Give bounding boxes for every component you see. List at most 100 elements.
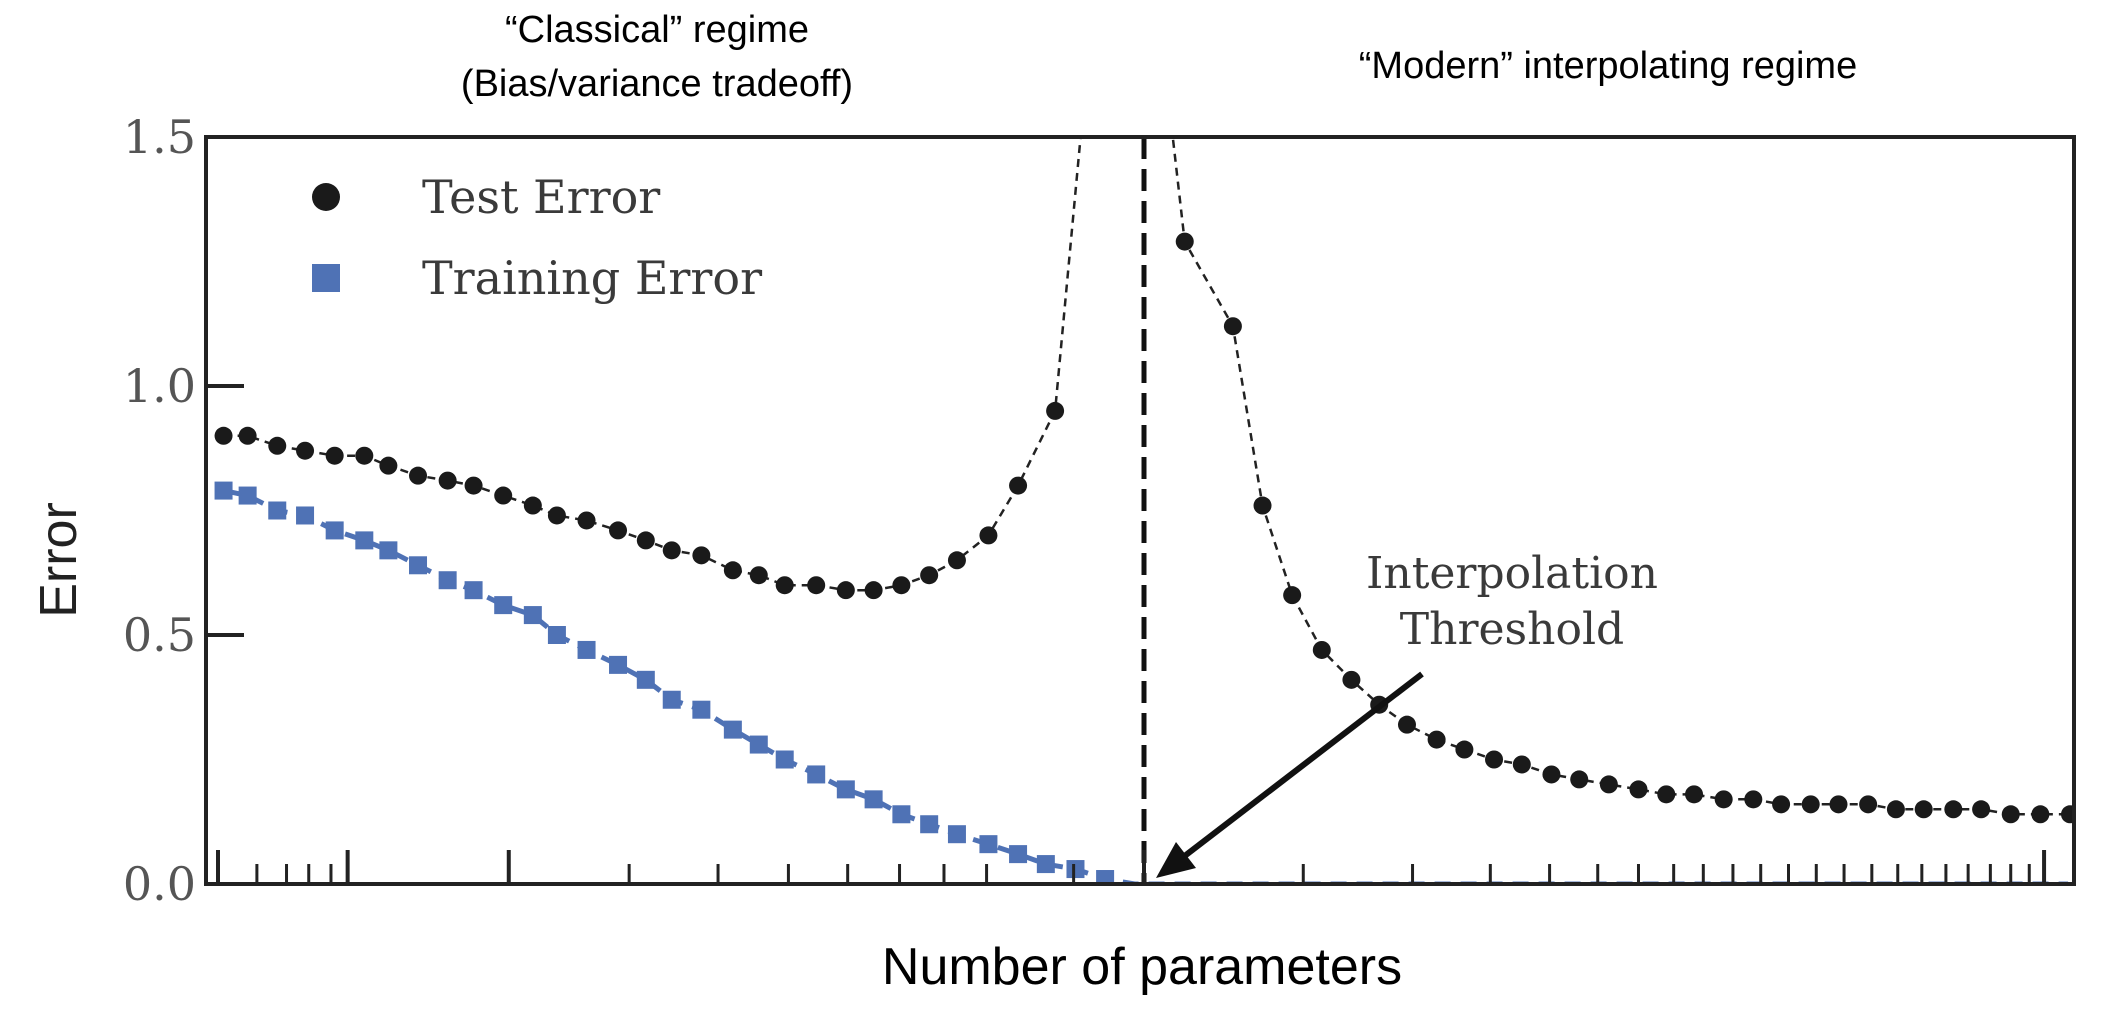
interpolation-threshold-annotation: Interpolation Threshold <box>1156 548 1658 878</box>
classical-regime-label-line1: “Classical” regime <box>505 9 809 51</box>
test-error-point <box>1542 765 1561 784</box>
y-tick-label: 1.5 <box>123 110 196 164</box>
test-error-point <box>864 581 883 600</box>
training-error-point <box>325 521 344 540</box>
test-error-point <box>836 581 855 600</box>
y-tick-label: 0.5 <box>123 608 196 662</box>
test-error-point <box>577 511 596 530</box>
test-error-point <box>1223 317 1242 336</box>
training-error-point <box>547 626 566 644</box>
classical-regime-label-line2: (Bias/variance tradeoff) <box>461 63 853 105</box>
test-error-point <box>749 566 768 585</box>
test-error-point <box>1972 800 1991 819</box>
legend-training-error-marker <box>312 264 340 292</box>
test-error-point <box>775 576 794 595</box>
test-error-point <box>1342 670 1361 689</box>
test-error-point <box>325 446 344 465</box>
training-error-point <box>409 556 428 575</box>
legend: Test Error Training Error <box>312 170 762 305</box>
training-error-point <box>577 640 596 659</box>
legend-test-error-marker <box>312 183 340 211</box>
test-error-point <box>1570 770 1589 789</box>
training-error-point <box>268 501 287 520</box>
plot-frame <box>204 135 2076 886</box>
test-error-line-right <box>1171 137 2070 816</box>
training-error-point <box>494 596 513 615</box>
y-tick-label: 1.0 <box>123 359 196 413</box>
test-error-point <box>662 541 681 560</box>
training-error-point <box>438 571 457 590</box>
test-error-point <box>1944 800 1963 819</box>
test-error-point <box>547 506 566 525</box>
legend-training-error-label: Training Error <box>422 251 762 305</box>
test-error-point <box>1886 800 1905 819</box>
test-error-point <box>1829 795 1848 814</box>
training-error-point <box>836 780 855 799</box>
test-error-point <box>692 546 711 565</box>
training-error-point <box>379 541 398 560</box>
test-error-point <box>379 456 398 475</box>
training-error-point <box>662 690 681 709</box>
test-error-point <box>464 476 483 495</box>
training-error-point <box>636 670 655 689</box>
training-error-point <box>214 481 233 500</box>
training-error-line <box>223 488 2069 884</box>
modern-regime-label: “Modern” interpolating regime <box>1359 45 1857 87</box>
test-error-point <box>1485 750 1504 769</box>
test-error-point <box>1744 790 1763 809</box>
training-error-point <box>238 486 257 505</box>
test-error-point <box>947 551 966 570</box>
test-error-point <box>355 446 374 465</box>
training-error-point <box>864 790 883 809</box>
test-error-point <box>523 496 542 515</box>
annotation-arrow-head <box>1156 842 1196 878</box>
test-error-point <box>1657 785 1676 804</box>
training-error-point <box>1066 860 1085 879</box>
training-error-point <box>523 606 542 625</box>
test-error-point <box>1427 730 1446 749</box>
test-error-point <box>1253 496 1272 515</box>
y-axis-label: Error <box>30 502 88 618</box>
test-error-point <box>2031 805 2050 824</box>
test-error-point <box>296 441 315 460</box>
test-error-point <box>1772 795 1791 814</box>
test-error-point <box>1175 232 1194 251</box>
training-error-point <box>947 825 966 844</box>
test-error-point <box>920 566 939 585</box>
test-error-point <box>1714 790 1733 809</box>
test-error-point <box>807 576 826 595</box>
training-error-point <box>355 531 374 550</box>
test-error-point <box>892 576 911 595</box>
test-error-point <box>1312 640 1331 659</box>
test-error-point <box>1397 715 1416 734</box>
plot-area <box>214 137 2074 884</box>
test-error-point <box>494 486 513 505</box>
test-error-point <box>2001 805 2020 824</box>
test-error-point <box>268 436 287 455</box>
training-error-point <box>464 581 483 600</box>
test-error-point <box>1629 780 1648 799</box>
test-error-point <box>636 531 655 550</box>
training-error-point <box>1036 855 1055 874</box>
y-tick-label: 0.0 <box>123 857 196 911</box>
x-axis-label: Number of parameters <box>882 938 1402 996</box>
training-error-point <box>920 815 939 834</box>
test-error-point <box>1512 755 1531 774</box>
annotation-label-line1: Interpolation <box>1366 548 1658 599</box>
test-error-point <box>979 526 998 545</box>
annotation-arrow-shaft <box>1180 671 1424 861</box>
test-error-point <box>1914 800 1933 819</box>
training-error-point <box>892 805 911 824</box>
training-error-point <box>692 700 711 719</box>
training-error-point <box>609 655 628 674</box>
test-error-point <box>1859 795 1878 814</box>
training-error-point <box>1096 870 1115 884</box>
training-error-point <box>1009 845 1028 864</box>
test-error-point <box>2061 805 2074 824</box>
test-error-point <box>1046 401 1065 420</box>
test-error-point <box>1009 476 1028 495</box>
test-error-point <box>1685 785 1704 804</box>
annotation-label-line2: Threshold <box>1400 604 1624 655</box>
legend-test-error-label: Test Error <box>422 170 660 224</box>
